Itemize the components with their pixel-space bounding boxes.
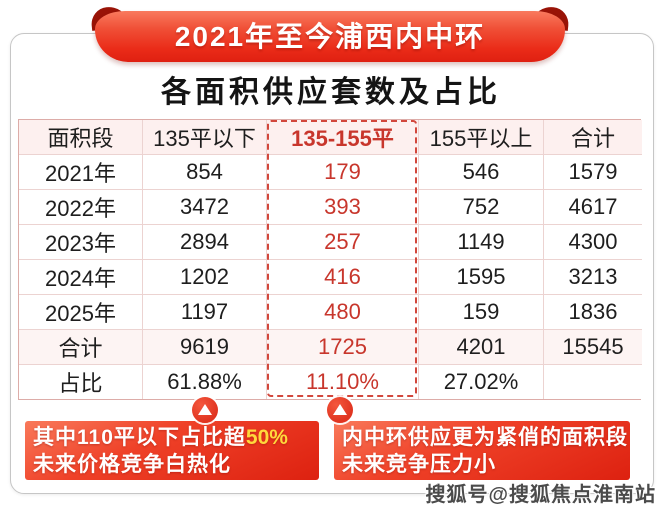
row-label: 2024年 xyxy=(19,260,143,295)
row-label: 2025年 xyxy=(19,295,143,330)
cell-value: 9619 xyxy=(143,330,267,365)
cell-value: 4201 xyxy=(419,330,544,365)
triangle-up-glyph xyxy=(333,403,347,415)
row-label: 合计 xyxy=(19,330,143,365)
cell-value: 546 xyxy=(419,155,544,190)
watermark: 搜狐号@搜狐焦点淮南站 xyxy=(425,484,656,506)
callout-right: 内中环供应更为紧俏的面积段 未来竞争压力小 xyxy=(334,421,630,480)
cell-value: 1149 xyxy=(419,225,544,260)
callout-right-line1: 内中环供应更为紧俏的面积段 xyxy=(342,425,628,449)
row-label: 2022年 xyxy=(19,190,143,225)
callout-left-line2: 未来价格竞争白热化 xyxy=(33,452,231,476)
callout-left-line1-text: 其中110平以下占比超 xyxy=(33,425,246,449)
triangle-up-icon xyxy=(192,397,218,423)
cell-value: 1197 xyxy=(143,295,267,330)
supply-table: 面积段 135平以下 135-155平 155平以上 合计 2021年 854 … xyxy=(18,119,642,400)
cell-value: 3213 xyxy=(544,260,642,295)
callout-right-line2: 未来竞争压力小 xyxy=(342,452,496,476)
cell-value: 4300 xyxy=(544,225,642,260)
cell-value: 1202 xyxy=(143,260,267,295)
col-header-above-155: 155平以上 xyxy=(419,120,544,155)
cell-value-highlight: 1725 xyxy=(267,330,419,365)
cell-value: 4617 xyxy=(544,190,642,225)
cell-value-highlight: 393 xyxy=(267,190,419,225)
cell-value xyxy=(544,365,642,399)
col-header-total: 合计 xyxy=(544,120,642,155)
cell-value: 27.02% xyxy=(419,365,544,399)
cell-value-highlight: 179 xyxy=(267,155,419,190)
col-header-135-155: 135-155平 xyxy=(267,120,419,155)
page-subtitle: 各面积供应套数及占比 xyxy=(161,76,501,109)
row-label: 2021年 xyxy=(19,155,143,190)
cell-value-highlight: 11.10% xyxy=(267,365,419,399)
cell-value: 2894 xyxy=(143,225,267,260)
ribbon-band xyxy=(95,11,565,62)
cell-value: 1579 xyxy=(544,155,642,190)
cell-value-highlight: 480 xyxy=(267,295,419,330)
cell-value: 1595 xyxy=(419,260,544,295)
cell-value: 1836 xyxy=(544,295,642,330)
cell-value: 854 xyxy=(143,155,267,190)
title-ribbon: 2021年至今浦西内中环 xyxy=(89,5,571,62)
cell-value-highlight: 416 xyxy=(267,260,419,295)
cell-value: 752 xyxy=(419,190,544,225)
cell-value: 61.88% xyxy=(143,365,267,399)
cell-value: 3472 xyxy=(143,190,267,225)
col-header-below-135: 135平以下 xyxy=(143,120,267,155)
row-label: 占比 xyxy=(19,365,143,399)
cell-value: 159 xyxy=(419,295,544,330)
banner-title: 2021年至今浦西内中环 xyxy=(174,21,486,52)
triangle-up-glyph xyxy=(198,403,212,415)
col-header-area-segment: 面积段 xyxy=(19,120,143,155)
cell-value-highlight: 257 xyxy=(267,225,419,260)
callout-left-line1: 其中110平以下占比超50% xyxy=(33,424,311,451)
callout-left-line1-highlight: 50% xyxy=(245,425,288,449)
triangle-up-icon xyxy=(327,397,353,423)
callout-left: 其中110平以下占比超50% 未来价格竞争白热化 xyxy=(25,421,319,480)
cell-value: 15545 xyxy=(544,330,642,365)
row-label: 2023年 xyxy=(19,225,143,260)
